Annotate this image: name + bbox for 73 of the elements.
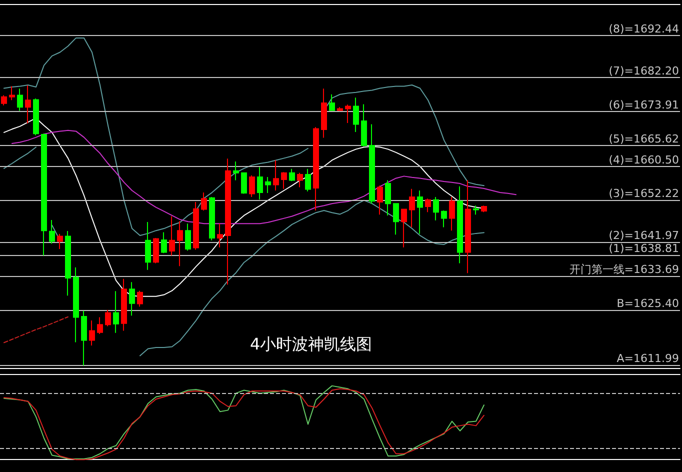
ref-line-label: (2)=1641.97 [608, 229, 679, 242]
candlestick [369, 124, 375, 204]
ref-line-label: B=1625.40 [616, 296, 679, 310]
candlestick [257, 166, 263, 200]
candlestick [361, 104, 367, 147]
candlestick [345, 104, 351, 124]
candlestick [185, 223, 191, 252]
ref-line-label: (8)=1692.44 [608, 22, 679, 36]
candlestick [473, 205, 479, 216]
candlestick [449, 196, 455, 232]
candlestick [273, 160, 279, 191]
candlestick [41, 133, 47, 256]
candlestick [233, 160, 239, 181]
candlestick [297, 172, 303, 188]
ref-line-label: (3)=1652.22 [608, 187, 679, 200]
candlestick [329, 94, 335, 112]
candlestick [73, 266, 79, 343]
candlestick [249, 174, 255, 198]
candlestick [393, 202, 399, 236]
ref-line-label: (7)=1682.20 [608, 64, 679, 78]
candlestick [465, 180, 471, 274]
candlestick [217, 223, 223, 248]
candlestick [401, 208, 407, 248]
ref-line-label: (1)=1638.81 [608, 242, 679, 256]
candlestick [481, 205, 487, 213]
candlestick [57, 233, 63, 250]
candlestick [129, 282, 135, 316]
candlestick [225, 158, 231, 286]
candlestick [89, 320, 95, 346]
candlestick [161, 232, 167, 254]
candlestick [193, 201, 199, 250]
candlestick [321, 88, 327, 138]
candlestick [281, 172, 287, 190]
ref-line-label: (5)=1665.62 [608, 132, 679, 146]
candlestick [209, 196, 215, 241]
candlestick [409, 188, 415, 228]
candlestick [289, 168, 295, 182]
candlestick [169, 216, 175, 256]
candlestick [33, 98, 39, 136]
ref-line-label: (6)=1673.91 [608, 98, 679, 112]
candlestick [305, 168, 311, 192]
candlestick [201, 192, 207, 212]
candlestick [105, 309, 111, 327]
candlestick [81, 310, 87, 366]
candlestick [49, 219, 55, 244]
candlestick [9, 86, 15, 101]
candlestick [353, 97, 359, 133]
candlestick [153, 237, 159, 264]
candlestick [121, 278, 127, 332]
candlestick [177, 220, 183, 267]
ref-line-label: 开门第一线=1633.69 [569, 263, 679, 276]
ref-line-label: (4)=1660.50 [608, 153, 679, 166]
candlestick [425, 198, 431, 213]
candlestick [433, 196, 439, 221]
candlestick [337, 106, 343, 112]
candlestick [385, 180, 391, 216]
candlestick [17, 88, 23, 112]
candlestick [265, 176, 271, 194]
candlestick [25, 84, 31, 124]
annotation: 4小时波神凯线图 [250, 334, 372, 354]
candlestick [1, 94, 7, 106]
candlestick [145, 221, 151, 270]
candlestick [97, 316, 103, 335]
candlestick [457, 186, 463, 264]
candlestick [377, 185, 383, 216]
candlestick [313, 126, 319, 212]
candlestick [241, 172, 247, 194]
candlestick [137, 290, 143, 308]
candlestick [441, 210, 447, 228]
ref-line-label: A=1611.99 [616, 352, 679, 365]
candlestick [113, 290, 119, 334]
candlestick [417, 190, 423, 234]
candlestick [65, 230, 71, 296]
